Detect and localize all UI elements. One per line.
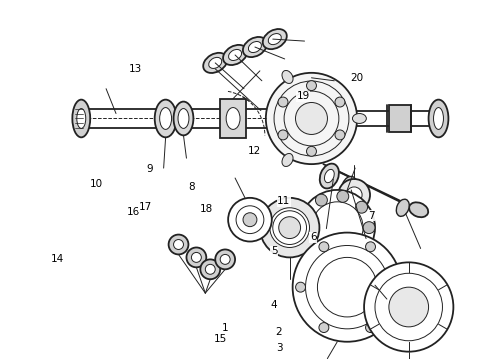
Text: 7: 7 (368, 211, 375, 221)
Circle shape (243, 213, 257, 227)
Circle shape (366, 242, 375, 252)
Text: 14: 14 (51, 253, 64, 264)
Text: 2: 2 (276, 327, 282, 337)
Ellipse shape (320, 163, 339, 188)
Circle shape (307, 147, 317, 156)
Circle shape (316, 249, 327, 261)
Circle shape (169, 235, 189, 255)
Circle shape (301, 233, 314, 244)
Ellipse shape (282, 153, 293, 166)
Circle shape (319, 242, 329, 252)
Text: 19: 19 (297, 91, 310, 101)
Circle shape (270, 208, 310, 247)
Circle shape (364, 262, 453, 352)
Circle shape (346, 187, 362, 203)
Circle shape (389, 282, 399, 292)
Text: 1: 1 (222, 323, 229, 333)
Bar (389, 105, 411, 132)
Text: 11: 11 (277, 197, 291, 206)
Text: 9: 9 (147, 164, 153, 174)
Circle shape (301, 211, 314, 223)
Ellipse shape (282, 71, 293, 84)
Circle shape (293, 233, 402, 342)
Ellipse shape (243, 37, 267, 57)
Ellipse shape (248, 41, 262, 53)
Circle shape (389, 287, 429, 327)
Circle shape (335, 130, 345, 140)
Ellipse shape (209, 57, 222, 68)
Ellipse shape (324, 169, 334, 183)
Circle shape (337, 253, 349, 265)
Ellipse shape (345, 181, 353, 191)
Circle shape (278, 97, 288, 107)
Ellipse shape (364, 272, 372, 280)
Circle shape (366, 323, 375, 333)
Ellipse shape (160, 108, 172, 129)
Circle shape (205, 264, 215, 274)
Text: 13: 13 (129, 64, 142, 74)
Text: 18: 18 (199, 203, 213, 213)
Text: 17: 17 (139, 202, 152, 212)
Circle shape (200, 260, 220, 279)
Circle shape (278, 130, 288, 140)
Text: 20: 20 (350, 73, 364, 83)
Circle shape (192, 252, 201, 262)
Circle shape (260, 198, 319, 257)
Circle shape (307, 81, 317, 91)
Ellipse shape (178, 109, 189, 129)
Ellipse shape (226, 108, 240, 129)
Circle shape (220, 255, 230, 264)
Circle shape (295, 103, 327, 134)
Ellipse shape (268, 33, 281, 45)
Ellipse shape (342, 254, 352, 265)
Circle shape (228, 198, 272, 242)
Ellipse shape (434, 108, 443, 129)
Text: 3: 3 (276, 343, 282, 353)
Ellipse shape (429, 100, 448, 137)
Circle shape (279, 217, 300, 239)
Circle shape (335, 97, 345, 107)
Circle shape (215, 249, 235, 269)
Ellipse shape (173, 102, 194, 135)
Ellipse shape (396, 199, 409, 216)
Ellipse shape (342, 176, 357, 195)
Ellipse shape (155, 100, 176, 137)
Text: 8: 8 (188, 182, 195, 192)
Text: 12: 12 (248, 147, 261, 157)
Text: 6: 6 (310, 232, 317, 242)
Ellipse shape (263, 29, 287, 49)
Circle shape (337, 190, 349, 202)
Circle shape (363, 222, 375, 234)
Text: 5: 5 (271, 247, 277, 256)
Text: 16: 16 (126, 207, 140, 217)
Circle shape (173, 239, 183, 249)
Ellipse shape (203, 53, 227, 73)
Ellipse shape (352, 113, 367, 123)
Bar (220, 99, 246, 138)
Ellipse shape (228, 49, 242, 60)
Ellipse shape (77, 109, 86, 129)
Circle shape (338, 179, 370, 211)
Circle shape (295, 282, 306, 292)
Circle shape (319, 323, 329, 333)
Circle shape (266, 73, 357, 164)
Text: 15: 15 (214, 334, 227, 344)
Ellipse shape (223, 45, 247, 65)
Text: 4: 4 (271, 300, 277, 310)
Text: 10: 10 (90, 179, 103, 189)
Ellipse shape (73, 100, 90, 137)
Ellipse shape (409, 202, 428, 217)
Circle shape (316, 194, 327, 206)
Circle shape (356, 242, 368, 254)
Circle shape (356, 201, 368, 213)
Circle shape (299, 190, 375, 265)
Circle shape (187, 247, 206, 267)
